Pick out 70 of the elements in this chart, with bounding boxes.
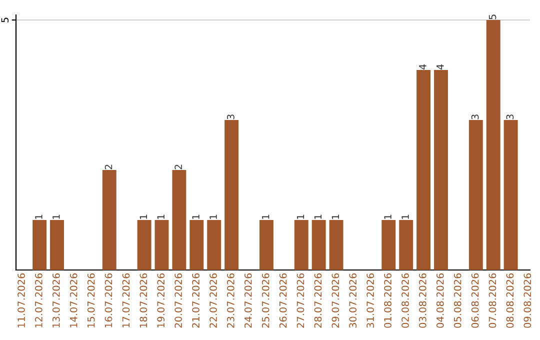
- data-label: 1: [332, 214, 339, 219]
- bar: [294, 220, 308, 270]
- data-label: 3: [506, 114, 514, 120]
- bar: [224, 120, 239, 270]
- x-tick-label: 24.07.2026: [244, 273, 252, 328]
- x-tick-label: 18.07.2026: [140, 273, 148, 328]
- bar: [137, 220, 152, 270]
- bar: [312, 220, 326, 270]
- bar: [468, 120, 483, 270]
- x-tick-label: 17.07.2026: [122, 273, 130, 328]
- bar: [172, 170, 186, 270]
- x-tick-label: 22.07.2026: [210, 273, 217, 328]
- data-label: 5: [488, 14, 496, 20]
- bar: [486, 20, 500, 270]
- x-tick-label: 05.08.2026: [454, 273, 462, 328]
- x-tick-label: 04.08.2026: [436, 273, 444, 328]
- data-label: 1: [140, 214, 147, 219]
- bar: [32, 220, 47, 270]
- x-tick-label: 07.08.2026: [488, 273, 496, 328]
- x-tick-label: 14.07.2026: [70, 273, 78, 328]
- bar: [154, 220, 169, 270]
- bar: [50, 220, 64, 270]
- data-label: 1: [262, 214, 270, 219]
- x-tick-label: 13.07.2026: [52, 273, 60, 328]
- x-tick-label: 09.08.2026: [524, 273, 532, 328]
- x-tick-label: 19.07.2026: [157, 273, 165, 328]
- x-tick-label: 01.08.2026: [384, 273, 392, 328]
- bar: [382, 220, 396, 270]
- x-tick-label: 28.07.2026: [314, 273, 322, 328]
- bar: [434, 70, 448, 270]
- x-tick-label: 03.08.2026: [419, 273, 426, 328]
- x-tick-label: 25.07.2026: [262, 273, 270, 328]
- x-tick-label: 11.07.2026: [18, 273, 25, 328]
- x-tick-label: 15.07.2026: [87, 273, 95, 328]
- bar: [416, 70, 431, 270]
- x-tick-label: 23.07.2026: [227, 273, 234, 328]
- data-label: 3: [227, 114, 234, 120]
- data-label: 1: [35, 214, 42, 219]
- bar: [207, 220, 222, 270]
- data-label: 1: [384, 214, 392, 219]
- x-tick-label: 08.08.2026: [506, 273, 514, 328]
- x-tick-label: 30.07.2026: [349, 273, 357, 328]
- data-label: 1: [210, 214, 217, 219]
- data-label: 3: [471, 114, 479, 120]
- x-tick-label: 16.07.2026: [104, 273, 112, 328]
- data-label: 1: [192, 214, 200, 219]
- x-tick-label: 27.07.2026: [296, 273, 304, 328]
- data-label: 1: [157, 214, 164, 219]
- bar: [259, 220, 274, 270]
- x-tick-label: 21.07.2026: [192, 273, 200, 328]
- data-label: 2: [174, 164, 182, 170]
- bar: [504, 120, 518, 270]
- x-tick-label: 26.07.2026: [279, 273, 287, 328]
- data-label: 1: [296, 214, 304, 219]
- x-tick-label: 12.07.2026: [35, 273, 42, 328]
- x-tick-label: 20.07.2026: [174, 273, 182, 328]
- data-label: 2: [104, 164, 112, 170]
- x-tick-label: 06.08.2026: [471, 273, 479, 328]
- bar: [102, 170, 116, 270]
- x-tick-label: 02.08.2026: [402, 273, 409, 328]
- data-label: 4: [419, 64, 426, 70]
- bar: [399, 220, 414, 270]
- bar: [190, 220, 204, 270]
- data-label: 1: [314, 214, 322, 219]
- x-tick-label: 29.07.2026: [332, 273, 340, 328]
- bar: [329, 220, 344, 270]
- data-label: 1: [402, 214, 409, 219]
- data-label: 1: [52, 214, 60, 219]
- x-tick-label: 31.07.2026: [366, 273, 374, 328]
- data-label: 4: [436, 64, 444, 70]
